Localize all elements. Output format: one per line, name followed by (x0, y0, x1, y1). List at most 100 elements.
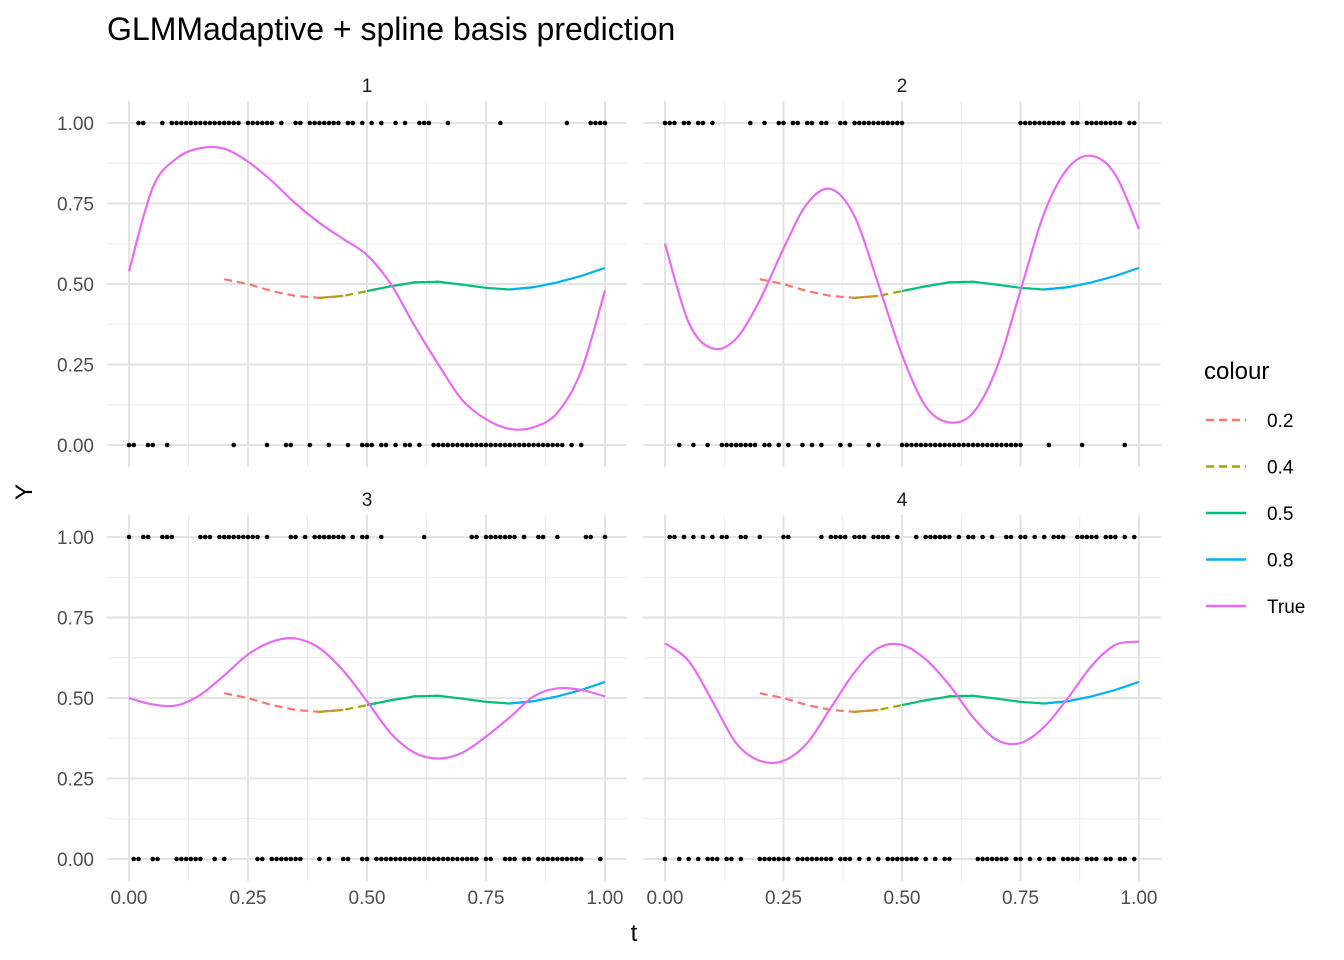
observed-point (814, 856, 819, 862)
observed-point (455, 442, 460, 448)
observed-points (126, 120, 608, 448)
observed-point (918, 442, 924, 448)
observed-point (686, 120, 691, 126)
observed-point (293, 120, 298, 126)
observed-point (1056, 534, 1061, 540)
observed-point (597, 856, 603, 862)
observed-point (804, 856, 810, 862)
observed-point (478, 442, 484, 448)
observed-point (383, 856, 389, 862)
observed-point (700, 120, 706, 126)
observed-point (880, 120, 886, 126)
x-tick-label: 0.50 (884, 888, 921, 909)
observed-point (140, 534, 146, 540)
observed-point (894, 534, 900, 540)
observed-point (985, 442, 990, 448)
observed-point (264, 442, 270, 448)
observed-point (198, 534, 203, 540)
observed-point (980, 534, 985, 540)
observed-point (540, 534, 546, 540)
observed-point (474, 534, 479, 540)
observed-point (155, 856, 160, 862)
observed-point (828, 534, 834, 540)
observed-point (202, 534, 208, 540)
observed-point (536, 856, 541, 862)
observed-point (1032, 534, 1038, 540)
observed-point (183, 120, 189, 126)
observed-point (378, 442, 384, 448)
observed-point (431, 856, 436, 862)
observed-point (359, 856, 365, 862)
observed-point (440, 442, 446, 448)
legend-label: True (1267, 597, 1305, 618)
observed-point (762, 856, 767, 862)
observed-point (961, 442, 966, 448)
observed-point (847, 856, 853, 862)
observed-point (1013, 856, 1019, 862)
observed-point (393, 120, 398, 126)
observed-point (876, 442, 881, 448)
observed-point (440, 856, 446, 862)
observed-point (686, 856, 691, 862)
true-curve (664, 640, 1140, 765)
observed-point (828, 856, 834, 862)
observed-point (710, 534, 715, 540)
observed-point (217, 120, 222, 126)
observed-point (569, 856, 574, 862)
observed-point (255, 856, 260, 862)
observed-point (136, 856, 141, 862)
observed-point (245, 120, 251, 126)
observed-point (681, 120, 687, 126)
observed-point (932, 442, 938, 448)
x-tick-label: 0.25 (765, 888, 802, 909)
prediction-line-0-5 (901, 694, 1069, 707)
observed-point (1117, 856, 1123, 862)
observed-point (145, 442, 151, 448)
prediction-line-0-5 (366, 694, 534, 707)
observed-point (207, 120, 213, 126)
observed-point (738, 856, 744, 862)
observed-point (662, 856, 668, 862)
observed-point (994, 856, 1000, 862)
observed-point (838, 120, 843, 126)
observed-point (809, 120, 815, 126)
observed-point (966, 442, 971, 448)
observed-point (890, 120, 895, 126)
observed-point (923, 534, 928, 540)
observed-point (336, 534, 341, 540)
observed-point (695, 856, 701, 862)
observed-point (847, 442, 853, 448)
observed-point (970, 534, 976, 540)
observed-point (307, 442, 313, 448)
x-tick-label: 0.25 (230, 888, 267, 909)
observed-point (729, 442, 734, 448)
observed-point (662, 120, 668, 126)
observed-point (126, 442, 132, 448)
observed-point (989, 442, 995, 448)
x-tick-label: 1.00 (587, 888, 624, 909)
observed-point (1108, 856, 1113, 862)
facet-strip-label: 2 (897, 76, 908, 97)
observed-point (474, 442, 479, 448)
observed-point (871, 534, 876, 540)
chart-title: GLMMadaptive + spline basis prediction (107, 11, 675, 47)
observed-point (321, 534, 327, 540)
observed-point (464, 856, 470, 862)
observed-point (340, 856, 346, 862)
observed-point (236, 534, 241, 540)
observed-point (221, 534, 227, 540)
observed-point (317, 534, 322, 540)
observed-point (947, 442, 952, 448)
observed-point (980, 442, 985, 448)
observed-point (212, 856, 217, 862)
observed-point (602, 534, 608, 540)
observed-point (833, 534, 838, 540)
observed-point (785, 442, 791, 448)
observed-point (578, 442, 584, 448)
observed-point (131, 856, 137, 862)
observed-point (1103, 120, 1109, 126)
y-tick-label: 1.00 (57, 528, 94, 549)
observed-point (202, 120, 208, 126)
prediction-line-0-5 (901, 280, 1069, 293)
prediction-line-0-8 (1044, 680, 1140, 705)
